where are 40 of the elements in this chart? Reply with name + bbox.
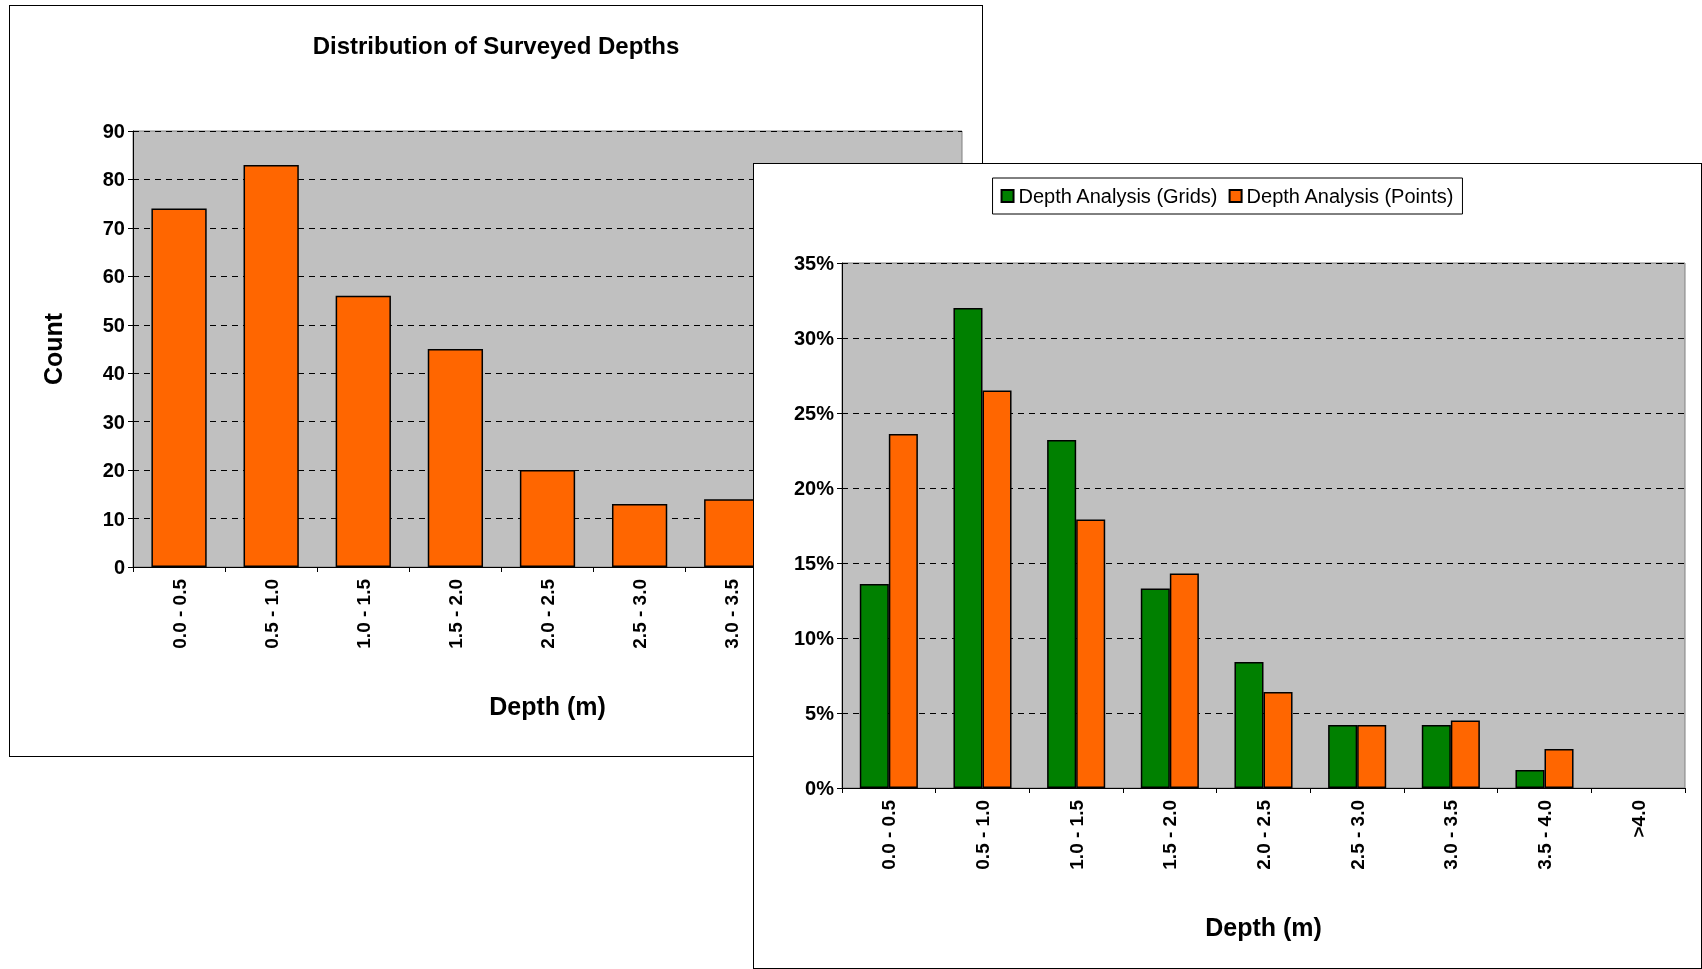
x-tick-label: 2.5 - 3.0	[1346, 800, 1368, 870]
legend-label: Depth Analysis (Points)	[1246, 185, 1454, 207]
y-tick-label: 30	[102, 410, 125, 433]
x-tick-label: 2.0 - 2.5	[537, 578, 558, 649]
y-tick-label: 10	[102, 507, 125, 530]
y-tick-label: 10%	[793, 627, 835, 649]
y-tick-label: 20%	[793, 477, 835, 499]
x-tick-label: 1.0 - 1.5	[1065, 799, 1087, 870]
y-tick-label: 20	[102, 459, 125, 482]
y-tick-label: 90	[102, 120, 125, 142]
x-tick-label: 1.5 - 2.0	[1159, 800, 1181, 870]
y-tick-label: 25%	[793, 402, 835, 424]
x-axis-title: Depth (m)	[489, 691, 606, 720]
x-tick-label: 2.0 - 2.5	[1253, 799, 1274, 870]
y-tick-label: 30%	[793, 327, 835, 349]
y-tick-label: 70	[102, 216, 125, 239]
y-tick-label: 0%	[805, 777, 835, 799]
y-tick-label: 15%	[793, 552, 835, 574]
y-tick-label: 50	[102, 313, 125, 336]
x-tick-label: 0.0 - 0.5	[878, 799, 900, 870]
x-tick-label: 1.0 - 1.5	[352, 578, 374, 649]
x-tick-label: >4.0	[1627, 800, 1649, 838]
legend-label: Depth Analysis (Grids)	[1018, 185, 1218, 207]
x-tick-label: 0.5 - 1.0	[972, 800, 993, 870]
x-axis-title: Depth (m)	[1205, 912, 1322, 941]
y-tick-label: 60	[102, 265, 125, 288]
x-tick-label: 2.5 - 3.0	[629, 579, 651, 649]
x-tick-label: 1.5 - 2.0	[444, 579, 466, 649]
y-tick-label: 80	[102, 168, 125, 191]
x-tick-label: 3.0 - 3.5	[1440, 799, 1462, 870]
x-tick-label: 3.5 - 4.0	[1534, 800, 1555, 870]
y-tick-label: 35%	[793, 252, 835, 274]
chart-title: Distribution of Surveyed Depths	[312, 31, 680, 59]
x-tick-label: 3.0 - 3.5	[721, 578, 743, 649]
x-tick-label: 0.0 - 0.5	[168, 578, 190, 649]
y-tick-label: 5%	[805, 702, 835, 724]
y-axis-title: Count	[38, 312, 67, 386]
y-tick-label: 0	[113, 556, 125, 578]
y-tick-label: 40	[102, 362, 125, 385]
x-tick-label: 0.5 - 1.0	[260, 579, 282, 649]
